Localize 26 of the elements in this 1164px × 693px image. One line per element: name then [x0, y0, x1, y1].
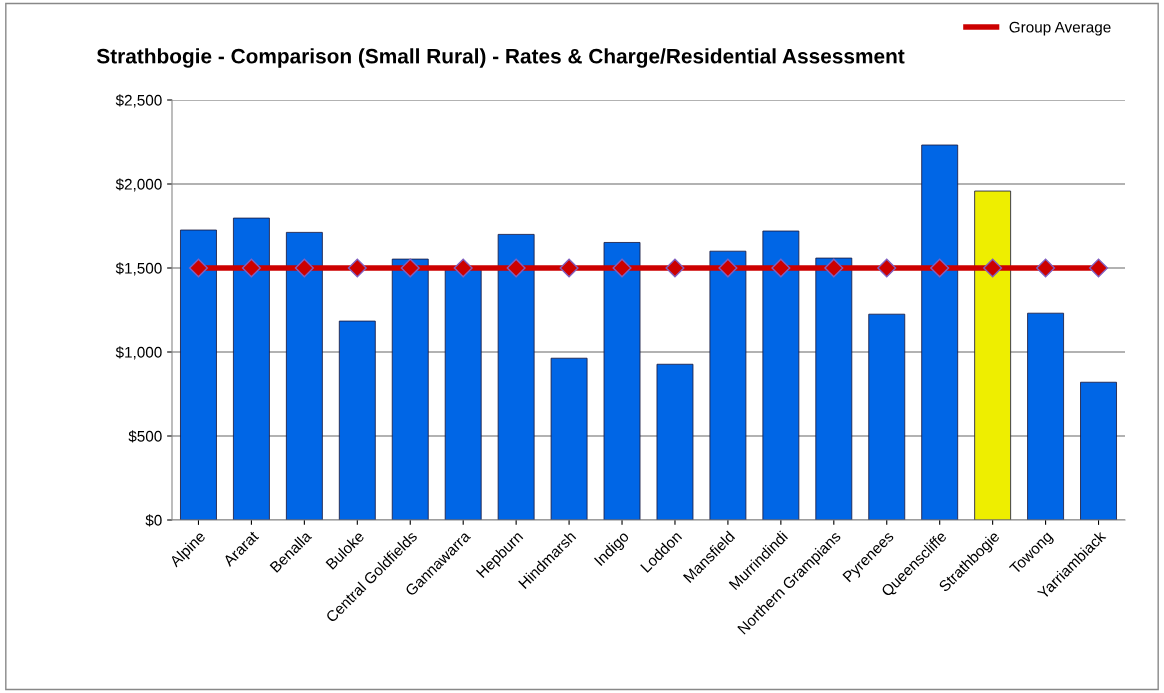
- bar: [815, 257, 853, 520]
- y-tick-label: $1,500: [115, 262, 162, 276]
- bar: [603, 242, 641, 520]
- y-tick-label: $500: [128, 430, 162, 443]
- bar: [180, 229, 217, 520]
- y-tick-label: $0: [145, 514, 162, 527]
- bar: [709, 250, 747, 520]
- y-tick-label: $2,500: [115, 94, 162, 108]
- bar: [974, 190, 1012, 520]
- bar: [762, 230, 800, 520]
- y-tick-label: $1,000: [115, 346, 162, 360]
- bar: [497, 233, 535, 520]
- bar: [656, 363, 694, 520]
- bar: [921, 144, 959, 520]
- bar: [338, 320, 376, 520]
- bar: [233, 217, 270, 520]
- bar: [868, 313, 906, 520]
- bar: [391, 258, 429, 520]
- chart-title: Strathbogie - Comparison (Small Rural) - Rates & Charge/Residential Assessment: [96, 48, 905, 68]
- legend-label: Group Average: [1009, 21, 1111, 36]
- y-tick-label: $2,000: [115, 178, 162, 192]
- bar: [1027, 312, 1064, 520]
- bar: [444, 268, 482, 520]
- bar: [285, 231, 323, 520]
- bar: [1080, 381, 1117, 520]
- bar: [550, 357, 588, 520]
